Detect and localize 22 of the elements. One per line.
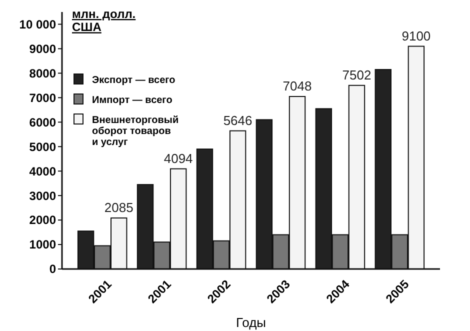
legend-label: Внешнеторговый оборот товаров и услуг bbox=[92, 115, 179, 148]
data-label: 2085 bbox=[104, 200, 134, 215]
legend-label: Импорт — всего bbox=[92, 95, 172, 106]
y-axis-title: млн. долл. США bbox=[72, 7, 136, 34]
y-tick-label: 0 bbox=[49, 262, 56, 276]
x-axis-title: Годы bbox=[236, 315, 266, 330]
data-label: 4094 bbox=[164, 150, 193, 166]
y-tick-label: 3000 bbox=[29, 188, 56, 203]
y-tick-label: 9000 bbox=[29, 42, 56, 56]
y-tick-label: 1000 bbox=[29, 238, 56, 252]
data-label: 7502 bbox=[342, 67, 372, 82]
data-label: 7048 bbox=[282, 78, 312, 94]
y-tick-label: 4000 bbox=[29, 164, 56, 178]
legend-label: Экспорт — всего bbox=[92, 75, 176, 86]
y-tick-label: 2000 bbox=[29, 213, 56, 228]
y-tick-label: 10 000 bbox=[19, 17, 56, 32]
data-label: 9100 bbox=[402, 28, 431, 44]
y-tick-label: 6000 bbox=[29, 115, 56, 130]
y-tick-label: 7000 bbox=[29, 90, 56, 105]
data-label: 5646 bbox=[223, 112, 252, 128]
y-tick-label: 8000 bbox=[29, 66, 56, 80]
y-tick-label: 5000 bbox=[29, 140, 56, 154]
